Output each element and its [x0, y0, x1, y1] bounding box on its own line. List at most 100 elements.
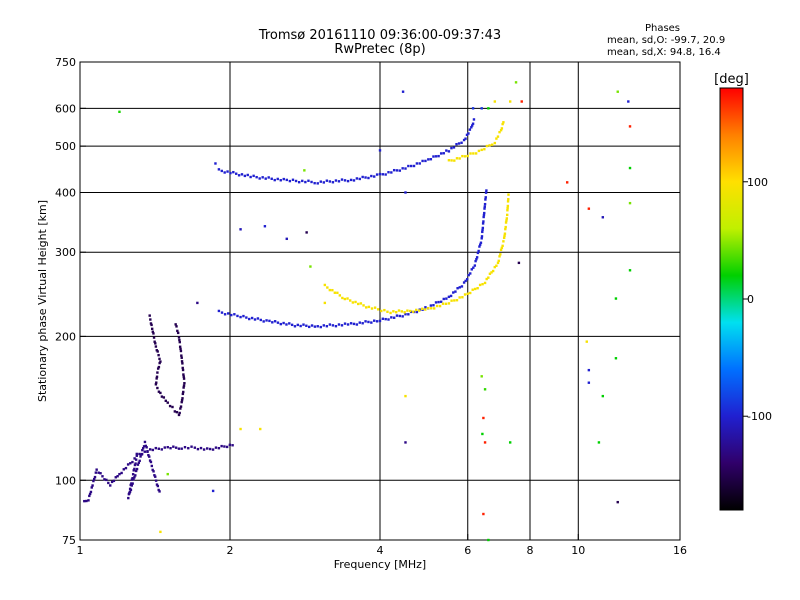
trace-point	[150, 327, 154, 331]
trace-point	[503, 232, 507, 235]
scatter-point	[483, 388, 487, 391]
trace-point	[153, 474, 156, 477]
trace-point	[476, 251, 480, 255]
trace-point	[285, 323, 288, 326]
trace-point	[439, 152, 443, 155]
trace-point	[462, 281, 466, 284]
trace-point	[245, 316, 248, 319]
trace-point	[376, 308, 380, 311]
trace-point	[240, 173, 244, 176]
trace-point	[225, 445, 229, 449]
trace-point	[140, 453, 143, 456]
trace-point	[282, 177, 285, 181]
trace-point	[319, 325, 322, 329]
trace-point	[409, 164, 413, 168]
trace-point	[157, 447, 160, 450]
trace-point	[421, 307, 424, 310]
trace-point	[134, 469, 138, 473]
trace-point	[497, 259, 500, 263]
y-axis-label: Stationary phase Virtual Height [km]	[36, 200, 49, 402]
trace-point	[346, 179, 350, 183]
trace-point	[116, 475, 119, 478]
x-axis-label: Frequency [MHz]	[334, 558, 426, 571]
trace-point	[134, 474, 137, 477]
trace-point	[177, 447, 181, 450]
trace-point	[122, 468, 125, 471]
trace-point	[291, 178, 295, 181]
trace-point	[387, 171, 390, 174]
trace-point	[504, 225, 507, 229]
trace-point	[432, 155, 435, 158]
trace-point	[340, 324, 344, 327]
trace-point	[157, 365, 161, 369]
trace-point	[507, 198, 510, 201]
trace-point	[155, 375, 159, 378]
trace-point	[466, 292, 469, 295]
trace-point	[148, 448, 152, 451]
trace-point	[381, 173, 385, 176]
trace-point	[469, 291, 472, 295]
trace-point	[465, 133, 469, 137]
trace-point	[496, 261, 500, 265]
trace-point	[407, 313, 410, 316]
trace-point	[230, 313, 233, 317]
y-tick-label: 75	[62, 534, 76, 547]
x-tick-label: 16	[673, 544, 687, 557]
trace-point	[270, 177, 273, 180]
trace-point	[142, 445, 146, 448]
trace-point	[480, 235, 484, 238]
trace-point	[258, 177, 261, 180]
trace-point	[450, 159, 453, 162]
trace-point	[375, 320, 379, 323]
scatter-point	[214, 162, 217, 165]
trace-point	[151, 448, 155, 452]
trace-point	[178, 340, 181, 344]
trace-point	[475, 256, 479, 259]
trace-point	[160, 448, 163, 451]
trace-point	[253, 318, 257, 321]
trace-point	[378, 172, 382, 176]
trace-point	[507, 193, 510, 196]
trace-point	[346, 323, 350, 326]
trace-point	[477, 149, 481, 153]
trace-point	[390, 171, 393, 174]
trace-point	[478, 245, 481, 248]
trace-point	[236, 314, 239, 318]
trace-point	[83, 499, 86, 503]
trace-point	[152, 470, 155, 473]
trace-point	[498, 255, 501, 258]
scatter-point	[601, 394, 605, 398]
trace-point	[276, 321, 280, 324]
trace-point	[288, 179, 292, 183]
trace-point	[341, 296, 344, 300]
trace-point	[135, 467, 139, 471]
trace-point	[452, 291, 455, 294]
trace-point	[434, 301, 438, 304]
scatter-point	[166, 472, 169, 476]
trace-point	[447, 159, 451, 162]
y-tick-label: 600	[55, 102, 76, 115]
trace-point	[229, 171, 232, 175]
trace-point	[133, 476, 136, 479]
trace-point	[109, 484, 112, 487]
trace-point	[304, 180, 307, 184]
trace-point	[177, 336, 181, 339]
trace-point	[217, 309, 221, 313]
trace-point	[389, 311, 392, 315]
chart-title: Tromsø 20161110 09:36:00-09:37:43	[258, 28, 502, 43]
scatter-point	[520, 100, 523, 103]
scatter-point	[404, 441, 407, 444]
trace-point	[365, 306, 368, 309]
trace-point	[313, 181, 316, 185]
scatter-point	[259, 427, 262, 431]
trace-point	[404, 167, 407, 170]
trace-point	[474, 152, 478, 155]
y-tick-label: 500	[55, 140, 76, 153]
trace-point	[364, 176, 367, 179]
trace-point	[288, 322, 291, 325]
trace-point	[182, 373, 185, 376]
trace-point	[415, 308, 418, 312]
trace-point	[328, 180, 332, 183]
trace-point	[449, 294, 453, 298]
scatter-point	[404, 394, 407, 398]
